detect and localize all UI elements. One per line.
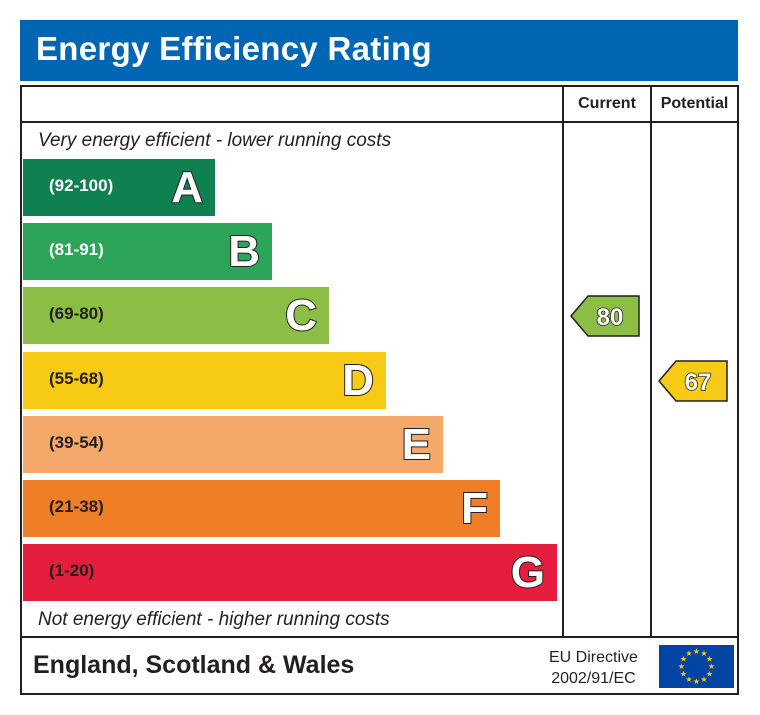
- note-inefficient: Not energy efficient - higher running co…: [38, 609, 390, 630]
- band-f: (21-38) F: [23, 480, 500, 537]
- arrow-value: 67: [685, 369, 712, 396]
- band-range: (69-80): [49, 304, 104, 324]
- rating-frame: Current Potential Very energy efficient …: [20, 85, 739, 695]
- band-c: (69-80) C: [23, 287, 329, 345]
- band-letter: D: [341, 355, 375, 406]
- column-header-current: Current: [578, 95, 636, 112]
- band-b: (81-91) B: [23, 223, 272, 281]
- band-a: (92-100) A: [23, 159, 215, 216]
- arrow-shape: [570, 295, 640, 338]
- star-icon: ★: [693, 647, 700, 656]
- band-letter: B: [227, 226, 261, 277]
- band-e: (39-54) E: [23, 415, 443, 473]
- band-range: (39-54): [49, 432, 104, 452]
- note-efficient: Very energy efficient - lower running co…: [38, 130, 392, 151]
- eu-directive: EU Directive 2002/91/EC: [549, 647, 638, 689]
- column-divider-potential: [650, 87, 652, 638]
- potential-rating-arrow: 67: [658, 359, 728, 402]
- arrow-value: 80: [597, 304, 624, 331]
- eu-flag-icon: ★ ★ ★ ★ ★ ★ ★ ★ ★ ★ ★ ★: [659, 645, 734, 688]
- eu-directive-line2: 2002/91/EC: [551, 670, 636, 687]
- star-icon: ★: [680, 655, 687, 664]
- current-rating-arrow: 80: [570, 295, 640, 338]
- footer-row-divider: [22, 636, 737, 638]
- eu-directive-line1: EU Directive: [549, 649, 638, 666]
- band-letter: C: [284, 290, 318, 341]
- band-range: (92-100): [49, 176, 114, 195]
- star-icon: ★: [685, 649, 692, 658]
- star-icon: ★: [708, 662, 715, 671]
- header-bar: Energy Efficiency Rating: [20, 20, 738, 81]
- band-letter: E: [401, 419, 432, 470]
- star-icon: ★: [680, 670, 687, 679]
- page-title: Energy Efficiency Rating: [36, 30, 432, 67]
- arrow-shape: [658, 359, 728, 402]
- region-label: England, Scotland & Wales: [33, 651, 355, 679]
- band-d: (55-68) D: [23, 351, 386, 409]
- band-letter: G: [510, 547, 546, 598]
- column-divider-current: [562, 87, 564, 638]
- band-range: (21-38): [49, 497, 104, 516]
- band-letter: A: [170, 162, 204, 213]
- star-icon: ★: [706, 670, 713, 679]
- band-letter: F: [460, 483, 489, 534]
- band-range: (81-91): [49, 240, 104, 260]
- star-icon: ★: [700, 675, 707, 684]
- band-range: (1-20): [49, 561, 95, 581]
- column-header-potential: Potential: [660, 95, 729, 112]
- star-icon: ★: [685, 675, 692, 684]
- star-icon: ★: [706, 655, 713, 664]
- star-icon: ★: [700, 649, 707, 658]
- band-g: (1-20) G: [23, 544, 557, 602]
- star-icon: ★: [693, 677, 700, 686]
- band-range: (55-68): [49, 368, 104, 388]
- star-icon: ★: [678, 662, 685, 671]
- header-row-divider: [22, 121, 737, 123]
